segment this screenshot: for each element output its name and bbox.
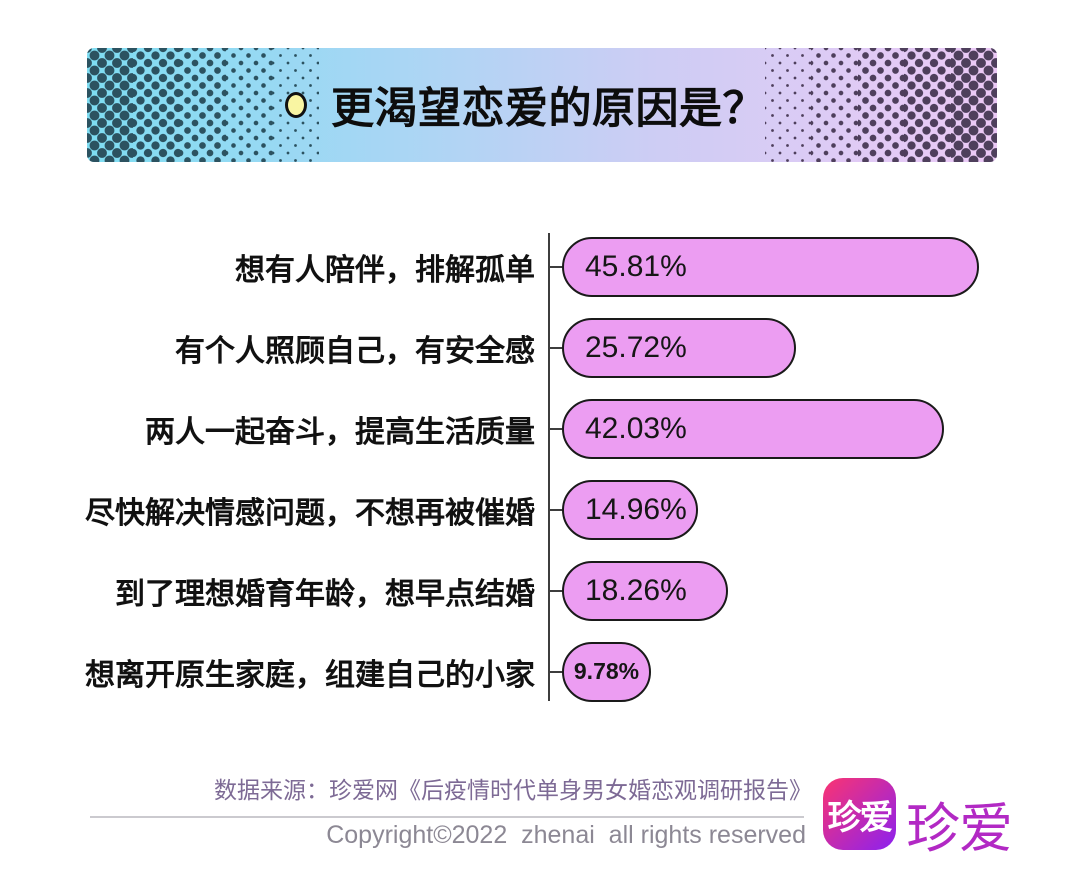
zhenai-wordmark: 珍爱 — [906, 799, 1013, 859]
chart-row: 想离开原生家庭，组建自己的小家 9.78% — [0, 631, 1080, 712]
bar-value-label: 42.03% — [585, 411, 687, 445]
halftone-strip — [226, 48, 273, 162]
zhenai-logo-badge-text: 珍爱 — [827, 798, 894, 837]
halftone-dots-right — [765, 48, 997, 162]
header-content: 更渴望恋爱的原因是？ — [87, 48, 997, 162]
halftone-strip — [904, 48, 951, 162]
axis-tick — [548, 670, 563, 673]
bar-value-label: 18.26% — [585, 573, 687, 607]
chart-row: 尽快解决情感问题，不想再被催婚 14.96% — [0, 469, 1080, 550]
copyright-text: Copyright©2022 zhenai all rights reserve… — [326, 821, 806, 849]
halftone-strip — [179, 48, 227, 162]
halftone-strip — [857, 48, 905, 162]
halftone-strip — [87, 48, 134, 162]
bar: 45.81% — [562, 236, 979, 297]
bar: 14.96% — [562, 479, 698, 540]
chart-row: 想有人陪伴，排解孤单 45.81% — [0, 226, 1080, 307]
axis-tick — [548, 346, 563, 349]
axis-tick — [548, 508, 563, 511]
bar: 25.72% — [562, 317, 796, 378]
bar-value-label: 45.81% — [585, 249, 687, 283]
bar-value-label: 25.72% — [585, 330, 687, 364]
axis-tick — [548, 427, 563, 430]
category-label: 想离开原生家庭，组建自己的小家 — [85, 658, 535, 692]
axis-tick — [548, 589, 563, 592]
halftone-strip — [765, 48, 812, 162]
axis-tick — [548, 265, 563, 268]
category-label: 两人一起奋斗，提高生活质量 — [145, 415, 535, 449]
zhenai-logo-badge: 珍爱 — [823, 778, 896, 850]
bar-value-label: 14.96% — [585, 492, 687, 526]
bar-value-label: 9.78% — [573, 658, 640, 684]
category-label: 到了理想婚育年龄，想早点结婚 — [115, 577, 535, 611]
category-label: 想有人陪伴，排解孤单 — [235, 253, 535, 287]
bar: 9.78% — [562, 641, 651, 702]
category-label: 有个人照顾自己，有安全感 — [175, 334, 535, 368]
header-banner: 更渴望恋爱的原因是？ — [87, 48, 997, 162]
bar: 42.03% — [562, 398, 944, 459]
axis-line — [548, 233, 550, 701]
chart-row: 有个人照顾自己，有安全感 25.72% — [0, 307, 1080, 388]
halftone-strip — [950, 48, 997, 162]
halftone-strip — [811, 48, 858, 162]
halftone-strip — [133, 48, 180, 162]
bullet-circle-icon — [285, 92, 307, 118]
category-label: 尽快解决情感问题，不想再被催婚 — [85, 496, 535, 530]
bar: 18.26% — [562, 560, 728, 621]
bar-chart: 想有人陪伴，排解孤单 45.81% 有个人照顾自己，有安全感 25.72% 两人… — [0, 226, 1080, 712]
chart-row: 到了理想婚育年龄，想早点结婚 18.26% — [0, 550, 1080, 631]
data-source-text: 数据来源：珍爱网《后疫情时代单身男女婚恋观调研报告》 — [214, 777, 812, 803]
footer-divider — [90, 816, 804, 818]
page-title: 更渴望恋爱的原因是？ — [331, 85, 766, 133]
chart-row: 两人一起奋斗，提高生活质量 42.03% — [0, 388, 1080, 469]
